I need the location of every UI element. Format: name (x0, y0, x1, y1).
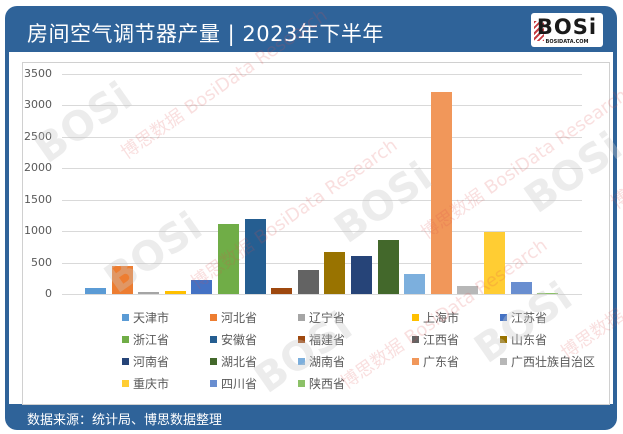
bar (271, 288, 293, 294)
y-tick-label: 1000 (24, 224, 52, 238)
legend-item: 天津市 (122, 309, 169, 326)
legend-swatch-icon (210, 314, 217, 321)
bar (324, 251, 346, 294)
legend-swatch-icon (298, 314, 305, 321)
bar (85, 288, 106, 294)
bar (457, 286, 479, 294)
legend-label: 天津市 (133, 311, 170, 325)
legend-label: 浙江省 (133, 333, 170, 347)
gridline (62, 262, 582, 264)
gridline (62, 231, 582, 233)
gridline (62, 74, 582, 75)
legend-item: 重庆市 (122, 375, 169, 392)
bar (537, 293, 559, 294)
legend-item: 广西壮族自治区 (500, 353, 595, 370)
legend-label: 安徽省 (221, 333, 258, 347)
legend-label: 湖北省 (221, 355, 258, 369)
chart-panel (22, 62, 610, 405)
legend-swatch-icon (500, 358, 507, 365)
bar (244, 218, 266, 294)
legend-item: 陕西省 (298, 375, 345, 392)
legend-swatch-icon (210, 380, 217, 387)
legend-label: 河南省 (133, 355, 170, 369)
legend-item: 江苏省 (500, 309, 547, 326)
y-tick-label: 500 (31, 255, 52, 269)
logo-subtext: BOSIDATA.COM (545, 39, 589, 45)
bar (377, 240, 399, 294)
legend-item: 山东省 (500, 331, 547, 348)
logo-stripe-icon (534, 21, 544, 41)
legend-label: 上海市 (423, 311, 460, 325)
legend-label: 福建省 (309, 333, 346, 347)
legend-swatch-icon (412, 358, 419, 365)
legend-item: 安徽省 (210, 331, 257, 348)
legend-swatch-icon (298, 358, 305, 365)
header: 房间空气调节器产量 | 2023年下半年 BOSi BOSIDATA.COM (5, 6, 617, 52)
legend-item: 河北省 (210, 309, 257, 326)
legend-label: 重庆市 (133, 377, 170, 391)
legend-label: 广西壮族自治区 (511, 355, 596, 369)
bar (297, 270, 319, 294)
legend-swatch-icon (122, 314, 129, 321)
gridline (62, 294, 582, 295)
legend-swatch-icon (122, 358, 129, 365)
gridline (62, 168, 582, 170)
logo-text: BOSi (536, 15, 598, 39)
legend-item: 辽宁省 (298, 309, 345, 326)
legend-label: 四川省 (221, 377, 258, 391)
legend-label: 江苏省 (511, 311, 548, 325)
bar (430, 92, 452, 294)
bar (191, 279, 213, 294)
y-tick-label: 2500 (24, 129, 52, 143)
plot-area (62, 74, 582, 295)
y-tick-label: 1500 (24, 192, 52, 206)
bar (218, 224, 239, 294)
legend-item: 上海市 (412, 309, 459, 326)
legend-swatch-icon (210, 336, 217, 343)
chart-title: 房间空气调节器产量 | 2023年下半年 (27, 22, 384, 46)
legend-item: 广东省 (412, 353, 459, 370)
legend-swatch-icon (500, 314, 507, 321)
bar (484, 231, 505, 294)
legend-item: 湖南省 (298, 353, 345, 370)
legend-swatch-icon (210, 358, 217, 365)
footer: 数据来源：统计局、博思数据整理 (5, 404, 617, 430)
bar (111, 265, 133, 294)
legend-swatch-icon (412, 314, 419, 321)
legend-label: 广东省 (423, 355, 460, 369)
y-tick-label: 3500 (24, 67, 52, 80)
legend-label: 辽宁省 (309, 311, 346, 325)
bar (351, 256, 372, 294)
legend-label: 湖南省 (309, 355, 346, 369)
gridline (62, 136, 582, 138)
y-tick-label: 3000 (24, 98, 52, 112)
bar (510, 281, 532, 294)
legend-label: 江西省 (423, 333, 460, 347)
legend-swatch-icon (298, 336, 305, 343)
data-source: 数据来源：统计局、博思数据整理 (27, 413, 223, 428)
legend-swatch-icon (412, 336, 419, 343)
y-tick-label: 2000 (24, 161, 52, 175)
gridline (62, 199, 582, 201)
legend-swatch-icon (500, 336, 507, 343)
legend-label: 河北省 (221, 311, 258, 325)
legend-item: 浙江省 (122, 331, 169, 348)
bar (164, 291, 186, 294)
legend-swatch-icon (122, 336, 129, 343)
legend-item: 江西省 (412, 331, 459, 348)
legend-label: 山东省 (511, 333, 548, 347)
brand-logo: BOSi BOSIDATA.COM (531, 13, 603, 47)
bar (404, 274, 426, 294)
legend-item: 湖北省 (210, 353, 257, 370)
legend-swatch-icon (298, 380, 305, 387)
legend-swatch-icon (122, 380, 129, 387)
gridline (62, 105, 582, 107)
bar (138, 292, 160, 294)
legend-item: 四川省 (210, 375, 257, 392)
legend-label: 陕西省 (309, 377, 346, 391)
y-tick-label: 0 (45, 287, 52, 300)
legend-item: 河南省 (122, 353, 169, 370)
legend-item: 福建省 (298, 331, 345, 348)
